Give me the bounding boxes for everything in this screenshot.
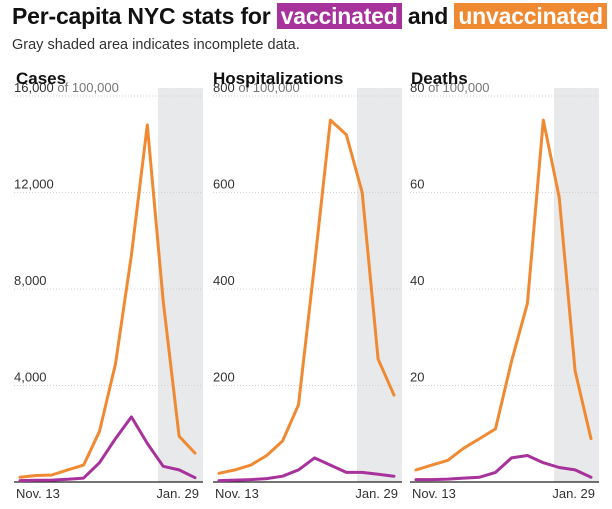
y-tick-value: 8,000 <box>14 273 47 288</box>
x-tick-end: Jan. 29 <box>355 486 398 501</box>
vaccinated-line <box>18 415 197 483</box>
y-tick-value: 800 <box>213 80 235 95</box>
panel-title: Hospitalizations <box>213 69 343 88</box>
y-tick-label: 16,000 of 100,000 <box>14 80 119 95</box>
incomplete-data-shade <box>158 88 203 482</box>
incomplete-data-shade <box>554 88 599 482</box>
unvaccinated-legend-label: unvaccinated <box>454 3 607 29</box>
incomplete-data-shade <box>357 88 402 482</box>
x-tick-start: Nov. 13 <box>16 486 60 501</box>
y-tick-value: 200 <box>213 370 235 385</box>
x-tick-start: Nov. 13 <box>412 486 456 501</box>
y-tick-label: 400 <box>213 273 235 288</box>
y-tick-label: 4,000 <box>14 370 47 385</box>
y-tick-value: 12,000 <box>14 177 54 192</box>
y-tick-unit: of 100,000 <box>235 80 300 95</box>
title-prefix: Per-capita NYC stats for <box>12 3 271 29</box>
y-tick-value: 60 <box>410 177 424 192</box>
unvaccinated-line <box>414 118 593 472</box>
y-tick-label: 80 of 100,000 <box>410 80 490 95</box>
unvaccinated-line <box>217 118 396 475</box>
vaccinated-line <box>217 456 396 483</box>
x-tick-end: Jan. 29 <box>156 486 199 501</box>
y-tick-value: 4,000 <box>14 370 47 385</box>
y-tick-label: 20 <box>410 370 424 385</box>
x-tick-start: Nov. 13 <box>215 486 259 501</box>
y-tick-unit: of 100,000 <box>424 80 489 95</box>
y-tick-value: 16,000 <box>14 80 54 95</box>
y-tick-label: 60 <box>410 177 424 192</box>
chart-title: Per-capita NYC stats for vaccinated and … <box>12 3 607 30</box>
title-and: and <box>407 3 449 29</box>
unvaccinated-line <box>18 123 197 479</box>
y-tick-unit: of 100,000 <box>54 80 119 95</box>
y-tick-value: 20 <box>410 370 424 385</box>
y-tick-label: 600 <box>213 177 235 192</box>
y-tick-label: 8,000 <box>14 273 47 288</box>
panel-title: Deaths <box>411 69 468 88</box>
y-tick-label: 200 <box>213 370 235 385</box>
y-tick-value: 40 <box>410 273 424 288</box>
panel-title: Cases <box>16 69 66 88</box>
chart-subtitle: Gray shaded area indicates incomplete da… <box>12 37 300 53</box>
y-tick-value: 80 <box>410 80 424 95</box>
x-tick-end: Jan. 29 <box>552 486 595 501</box>
y-tick-value: 400 <box>213 273 235 288</box>
y-tick-value: 600 <box>213 177 235 192</box>
y-tick-label: 12,000 <box>14 177 54 192</box>
y-tick-label: 40 <box>410 273 424 288</box>
vaccinated-line <box>414 454 593 482</box>
vaccinated-legend-label: vaccinated <box>276 3 402 29</box>
y-tick-label: 800 of 100,000 <box>213 80 300 95</box>
